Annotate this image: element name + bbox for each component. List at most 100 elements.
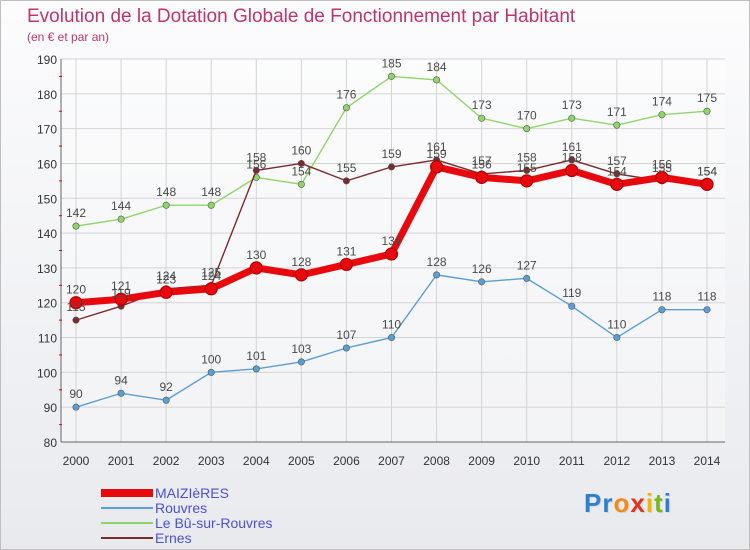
y-tick-label: 160 — [37, 157, 57, 171]
data-label: 119 — [562, 286, 581, 300]
data-label: 159 — [381, 147, 401, 161]
x-tick-label: 2006 — [333, 454, 360, 468]
data-point — [72, 222, 80, 230]
data-point — [523, 125, 531, 133]
data-point — [610, 177, 624, 191]
data-point — [72, 403, 80, 411]
data-label: 124 — [201, 269, 221, 283]
data-point — [565, 163, 579, 178]
data-point — [478, 114, 486, 122]
data-label: 158 — [246, 150, 266, 164]
data-point — [387, 72, 395, 80]
data-label: 110 — [382, 318, 401, 332]
data-point — [700, 177, 714, 191]
data-point — [342, 104, 350, 112]
data-point — [249, 261, 263, 275]
data-point — [387, 163, 395, 171]
y-tick-label: 120 — [37, 297, 57, 311]
data-point — [162, 396, 170, 404]
data-label: 94 — [114, 373, 128, 387]
y-tick-label: 150 — [37, 192, 57, 206]
data-label: 174 — [652, 95, 672, 109]
data-point — [252, 365, 260, 373]
data-label: 155 — [652, 161, 672, 175]
data-label: 161 — [427, 140, 447, 154]
data-point — [117, 215, 125, 223]
data-label: 125 — [201, 265, 221, 279]
data-label: 144 — [111, 199, 131, 213]
logo-letter: i — [645, 488, 655, 518]
data-label: 115 — [66, 300, 85, 314]
data-point — [568, 114, 576, 122]
data-label: 154 — [607, 164, 627, 178]
chart-title: Evolution de la Dotation Globale de Fonc… — [27, 6, 576, 27]
data-label: 124 — [156, 269, 176, 283]
data-point — [162, 201, 170, 209]
data-point — [568, 302, 576, 310]
logo-letter: P — [584, 488, 603, 518]
data-label: 176 — [336, 88, 356, 102]
data-label: 128 — [427, 255, 447, 269]
data-label: 154 — [291, 164, 311, 178]
data-point — [613, 334, 621, 342]
data-point — [433, 76, 441, 84]
x-tick-label: 2008 — [423, 454, 450, 468]
data-point — [568, 156, 576, 164]
x-tick-label: 2012 — [604, 454, 631, 468]
data-label: 161 — [562, 140, 582, 154]
logo-letter: o — [613, 488, 631, 518]
data-point — [342, 177, 350, 185]
data-label: 155 — [517, 161, 537, 175]
data-label: 123 — [156, 272, 176, 286]
data-label: 157 — [607, 154, 627, 168]
data-point — [523, 166, 531, 174]
logo-letter: t — [654, 488, 664, 518]
data-label: 120 — [66, 283, 86, 297]
data-point — [429, 160, 444, 174]
legend-swatch — [101, 489, 153, 497]
y-tick-label: 180 — [37, 88, 57, 102]
x-tick-label: 2001 — [108, 454, 135, 468]
legend-swatch — [101, 537, 153, 539]
data-label: 156 — [246, 157, 266, 171]
data-label: 110 — [607, 318, 626, 332]
logo-letter: i — [663, 488, 672, 518]
data-point — [339, 257, 354, 272]
data-point — [703, 107, 711, 115]
data-label: 128 — [291, 255, 311, 269]
data-label: 103 — [291, 342, 311, 356]
legend-label: Rouvres — [155, 500, 208, 516]
data-point — [297, 180, 305, 188]
data-label: 158 — [562, 150, 582, 164]
legend-swatch — [101, 522, 153, 524]
legend-swatch — [101, 507, 153, 509]
data-label: 130 — [246, 248, 266, 262]
proxiti-logo: Proxiti — [584, 488, 672, 519]
data-point — [207, 201, 215, 209]
data-label: 118 — [652, 290, 671, 304]
data-point — [252, 166, 260, 174]
logo-letter: x — [630, 488, 646, 518]
data-label: 131 — [336, 244, 356, 258]
x-tick-label: 2005 — [288, 454, 315, 468]
data-point — [384, 247, 399, 261]
data-label: 171 — [607, 105, 627, 119]
legend-label: MAIZIèRES — [155, 485, 229, 501]
data-point — [204, 282, 218, 296]
data-point — [297, 159, 305, 167]
y-tick-label: 170 — [37, 123, 57, 137]
data-label: 184 — [427, 60, 447, 74]
data-point — [613, 170, 621, 178]
data-label: 148 — [201, 185, 221, 199]
data-point — [297, 358, 305, 366]
data-label: 155 — [336, 161, 356, 175]
data-label: 90 — [69, 387, 83, 401]
x-tick-label: 2009 — [468, 454, 495, 468]
data-label: 175 — [697, 91, 717, 105]
y-tick-label: 130 — [37, 262, 57, 276]
x-tick-label: 2002 — [153, 454, 180, 468]
x-tick-label: 2014 — [694, 454, 721, 468]
data-label: 100 — [201, 352, 221, 366]
